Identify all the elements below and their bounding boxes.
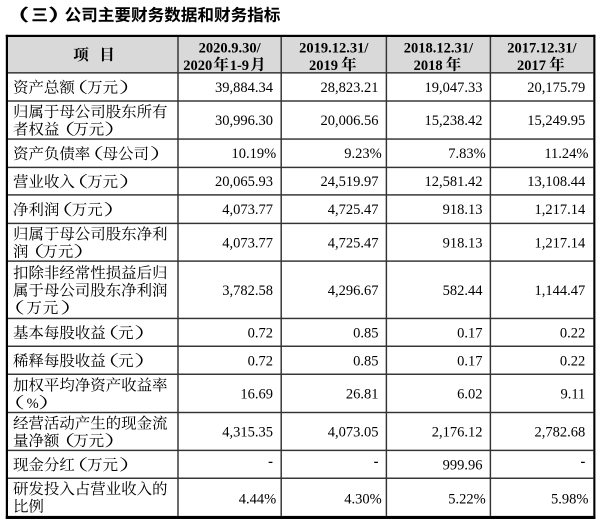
svg-text:0.85: 0.85 (353, 353, 378, 369)
svg-text:7.83%: 7.83% (448, 146, 485, 162)
svg-text:0.17: 0.17 (457, 325, 482, 341)
svg-text:2017: 2017 (517, 58, 546, 74)
svg-text:1,217.14: 1,217.14 (535, 235, 587, 251)
svg-text:24,519.97: 24,519.97 (321, 174, 379, 190)
svg-text:0.85: 0.85 (353, 325, 378, 341)
svg-text:30,996.30: 30,996.30 (215, 113, 273, 129)
svg-text:4.30%: 4.30% (344, 491, 381, 507)
svg-text:2018.12.31/: 2018.12.31/ (404, 40, 474, 56)
svg-text:4.44%: 4.44% (239, 491, 276, 507)
svg-text:4,725.47: 4,725.47 (328, 202, 379, 218)
svg-text:2018: 2018 (414, 58, 443, 74)
svg-text:6.02: 6.02 (457, 386, 482, 402)
svg-text:20,175.79: 20,175.79 (527, 80, 585, 96)
svg-text:4,725.47: 4,725.47 (328, 235, 379, 251)
svg-text:2020.9.30/: 2020.9.30/ (199, 40, 262, 56)
svg-text:-: - (580, 454, 585, 470)
svg-text:4,073.77: 4,073.77 (222, 202, 273, 218)
svg-text:4,073.77: 4,073.77 (222, 235, 273, 251)
svg-text:0.72: 0.72 (248, 353, 273, 369)
svg-text:10.19%: 10.19% (231, 146, 276, 162)
svg-text:4,296.67: 4,296.67 (328, 283, 379, 299)
svg-text:4,315.35: 4,315.35 (222, 424, 273, 440)
svg-text:15,238.42: 15,238.42 (425, 113, 483, 129)
svg-text:0.22: 0.22 (560, 325, 585, 341)
svg-text:19,047.33: 19,047.33 (425, 80, 483, 96)
svg-text:5.22%: 5.22% (448, 491, 485, 507)
svg-text:39,884.34: 39,884.34 (215, 80, 274, 96)
svg-text:2019: 2019 (309, 58, 338, 74)
svg-text:2017.12.31/: 2017.12.31/ (507, 40, 577, 56)
svg-text:11.24%: 11.24% (544, 146, 588, 162)
svg-text:20,006.56: 20,006.56 (321, 113, 379, 129)
svg-text:-: - (268, 454, 273, 470)
svg-text:2,782.68: 2,782.68 (535, 424, 586, 440)
svg-text:918.13: 918.13 (443, 202, 483, 218)
svg-text:1,144.47: 1,144.47 (535, 283, 586, 299)
svg-text:20,065.93: 20,065.93 (215, 174, 273, 190)
svg-text:4,073.05: 4,073.05 (328, 424, 379, 440)
svg-text:3,782.58: 3,782.58 (222, 283, 273, 299)
svg-text:2,176.12: 2,176.12 (432, 424, 483, 440)
svg-text:26.81: 26.81 (346, 386, 379, 402)
svg-text:28,823.21: 28,823.21 (321, 80, 379, 96)
svg-text:-: - (374, 454, 379, 470)
svg-text:1-9: 1-9 (230, 58, 249, 74)
svg-text:2020: 2020 (183, 58, 212, 74)
svg-text:0.17: 0.17 (457, 353, 482, 369)
svg-text:16.69: 16.69 (240, 386, 273, 402)
svg-text:0.22: 0.22 (560, 353, 585, 369)
svg-text:13,108.44: 13,108.44 (527, 174, 586, 190)
svg-text:9.23%: 9.23% (344, 146, 381, 162)
svg-text:0.72: 0.72 (248, 325, 273, 341)
svg-text:1,217.14: 1,217.14 (535, 202, 587, 218)
svg-text:582.44: 582.44 (443, 283, 484, 299)
svg-text:15,249.95: 15,249.95 (527, 113, 585, 129)
svg-text:9.11: 9.11 (560, 386, 585, 402)
svg-text:%: % (27, 396, 39, 412)
svg-text:2019.12.31/: 2019.12.31/ (299, 40, 369, 56)
svg-text:5.98%: 5.98% (551, 491, 588, 507)
svg-text:12,581.42: 12,581.42 (425, 174, 483, 190)
svg-text:918.13: 918.13 (443, 235, 483, 251)
svg-text:999.96: 999.96 (443, 457, 483, 473)
